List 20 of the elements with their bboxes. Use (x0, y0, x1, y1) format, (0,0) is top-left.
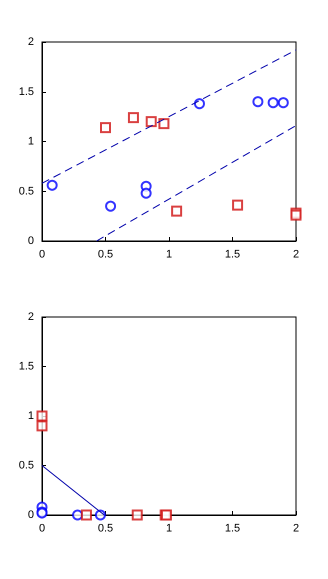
y-tick-label: 1.5 (18, 360, 34, 372)
y-tick-label: 0.5 (18, 185, 34, 198)
y-tick-label: 1 (28, 136, 34, 148)
x-tick-label: 2 (292, 522, 300, 534)
x-tick-label: 2 (292, 248, 300, 260)
x-tick-label: 1.5 (224, 248, 240, 260)
y-tick-label: 1 (28, 410, 34, 422)
y-tick-label: 0 (28, 509, 34, 521)
x-tick-label: 1.5 (224, 522, 240, 534)
y-tick-label: 2 (28, 311, 34, 323)
x-tick-label: 1 (166, 522, 172, 534)
y-tick-label: 0 (28, 235, 34, 247)
x-tick-label: 0 (38, 248, 46, 260)
x-tick-label: 1 (166, 248, 172, 260)
y-tick-label: 0.5 (18, 460, 34, 472)
y-tick-label: 2 (28, 36, 34, 48)
x-tick-label: 0 (38, 522, 46, 534)
x-tick-label: 0.5 (98, 522, 114, 534)
y-tick-label: 1.5 (18, 86, 34, 98)
x-tick-label: 0.5 (98, 248, 114, 260)
